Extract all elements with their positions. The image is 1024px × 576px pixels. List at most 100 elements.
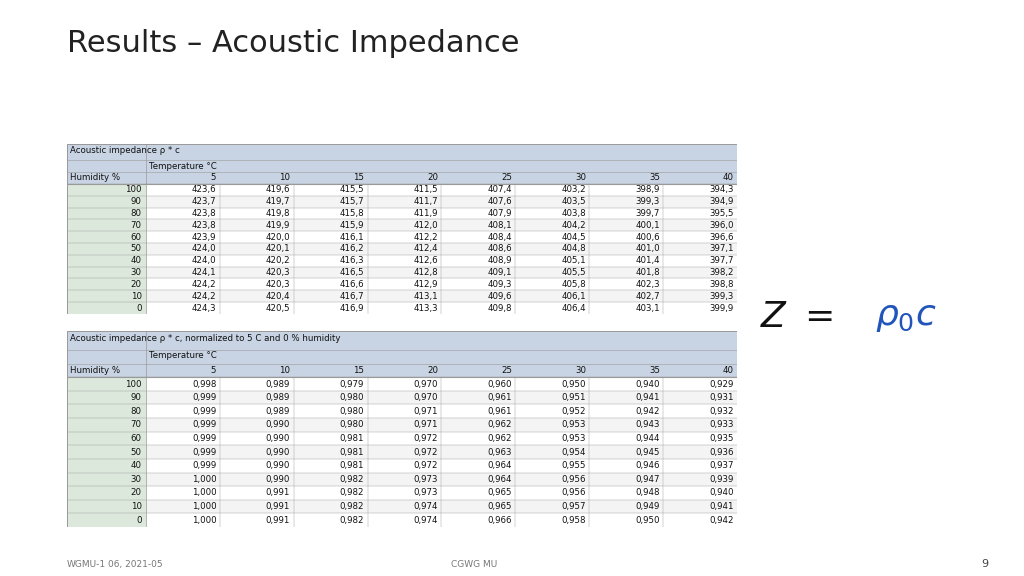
Text: 0,954: 0,954 [561,448,586,457]
Text: 0,962: 0,962 [487,420,512,429]
Text: 416,2: 416,2 [340,244,365,253]
Text: 0,989: 0,989 [266,407,290,416]
Text: 0,974: 0,974 [414,516,438,525]
Text: 0,961: 0,961 [487,393,512,402]
Text: 401,0: 401,0 [635,244,660,253]
Text: 0,973: 0,973 [414,488,438,498]
Text: 30: 30 [131,268,141,277]
Text: Results – Acoustic Impedance: Results – Acoustic Impedance [67,29,519,58]
Text: 412,6: 412,6 [414,256,438,265]
Bar [67,331,737,377]
Text: 0: 0 [136,304,141,313]
Text: 0,990: 0,990 [266,434,290,443]
Text: 403,1: 403,1 [635,304,660,313]
Text: 0,929: 0,929 [710,380,734,389]
Text: 20: 20 [427,366,438,375]
Text: 0,981: 0,981 [340,434,365,443]
Text: 405,8: 405,8 [561,280,586,289]
Text: 419,9: 419,9 [266,221,290,230]
Text: 0,953: 0,953 [561,420,586,429]
Text: 0,989: 0,989 [266,380,290,389]
Text: 412,8: 412,8 [414,268,438,277]
Text: 0,991: 0,991 [266,516,290,525]
Text: 0,982: 0,982 [340,516,365,525]
Bar [145,472,737,486]
Text: 403,5: 403,5 [561,197,586,206]
Text: 0,964: 0,964 [487,461,512,470]
Text: 60: 60 [131,233,141,241]
Text: 416,3: 416,3 [340,256,365,265]
Text: 06, 2021-05: 06, 2021-05 [108,560,162,569]
Text: 0,999: 0,999 [193,393,216,402]
Text: 401,4: 401,4 [635,256,660,265]
Text: 398,9: 398,9 [636,185,660,194]
Text: 0,989: 0,989 [266,393,290,402]
Text: 0,990: 0,990 [266,461,290,470]
Text: 0,940: 0,940 [710,488,734,498]
Text: 30: 30 [575,366,586,375]
Text: 1,000: 1,000 [191,475,216,484]
Text: 0,971: 0,971 [414,420,438,429]
Text: 50: 50 [131,448,141,457]
Bar [145,459,737,472]
Text: 0,999: 0,999 [193,448,216,457]
Text: 10: 10 [131,291,141,301]
Text: 15: 15 [353,173,365,183]
Text: 400,1: 400,1 [635,221,660,230]
Text: 80: 80 [131,407,141,416]
Text: 0,946: 0,946 [636,461,660,470]
Text: 25: 25 [501,173,512,183]
Text: 420,3: 420,3 [265,268,290,277]
Text: 1,000: 1,000 [191,488,216,498]
Text: 416,1: 416,1 [340,233,365,241]
Text: Acoustic impedance ρ * c: Acoustic impedance ρ * c [70,146,179,155]
Text: 0,980: 0,980 [340,407,365,416]
Text: 0,940: 0,940 [636,380,660,389]
Text: 423,8: 423,8 [191,221,216,230]
Text: 415,7: 415,7 [340,197,365,206]
Text: 408,1: 408,1 [487,221,512,230]
Text: 0,998: 0,998 [191,380,216,389]
Text: 400,6: 400,6 [635,233,660,241]
Text: 402,3: 402,3 [635,280,660,289]
Text: 35: 35 [649,173,660,183]
Bar [145,500,737,513]
Text: 0,964: 0,964 [487,475,512,484]
Text: 424,0: 424,0 [191,256,216,265]
Text: 100: 100 [125,185,141,194]
Text: 412,2: 412,2 [414,233,438,241]
Text: 0,956: 0,956 [561,488,586,498]
Text: 399,3: 399,3 [710,291,734,301]
Text: 399,7: 399,7 [636,209,660,218]
Text: Humidity %: Humidity % [70,173,120,183]
Text: 420,3: 420,3 [265,280,290,289]
Bar [145,431,737,445]
Text: 407,9: 407,9 [487,209,512,218]
Text: 80: 80 [131,209,141,218]
Bar [145,513,737,527]
Text: 0,958: 0,958 [561,516,586,525]
Text: 0,999: 0,999 [193,420,216,429]
Text: 403,2: 403,2 [561,185,586,194]
Text: 424,0: 424,0 [191,244,216,253]
Text: 404,8: 404,8 [561,244,586,253]
Text: 0,962: 0,962 [487,434,512,443]
Text: 0,945: 0,945 [636,448,660,457]
Text: 405,1: 405,1 [561,256,586,265]
Text: 411,7: 411,7 [414,197,438,206]
Text: 409,1: 409,1 [487,268,512,277]
Bar [67,184,145,314]
Text: 397,1: 397,1 [710,244,734,253]
Text: 0,981: 0,981 [340,448,365,457]
Bar [145,219,737,231]
Text: 90: 90 [131,393,141,402]
Text: 0,942: 0,942 [710,516,734,525]
Text: WGMU-1: WGMU-1 [67,560,105,569]
Text: 0,990: 0,990 [266,448,290,457]
Text: 40: 40 [131,461,141,470]
Text: 399,3: 399,3 [636,197,660,206]
Text: 10: 10 [280,173,290,183]
Text: 0,973: 0,973 [414,475,438,484]
Text: 70: 70 [131,420,141,429]
Bar [145,377,737,391]
